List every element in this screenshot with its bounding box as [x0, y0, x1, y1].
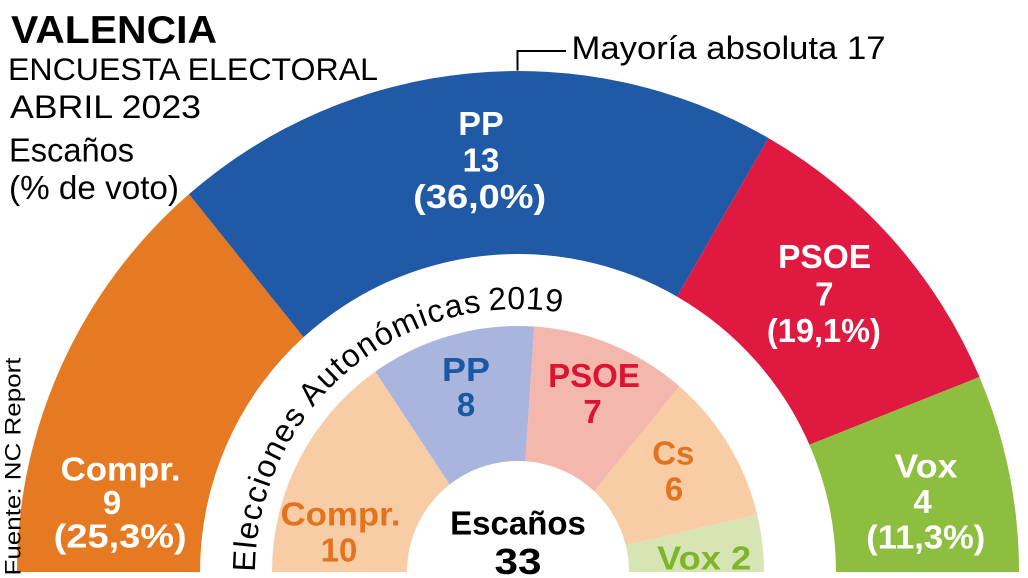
- svg-text:(36,0%): (36,0%): [413, 178, 546, 215]
- svg-text:Compr.: Compr.: [281, 496, 401, 533]
- svg-text:Vox: Vox: [895, 448, 959, 485]
- svg-text:8: 8: [457, 386, 475, 423]
- svg-text:Escaños: Escaños: [450, 505, 586, 542]
- svg-text:ABRIL 2023: ABRIL 2023: [10, 89, 201, 125]
- svg-text:Cs: Cs: [652, 435, 694, 472]
- svg-text:PP: PP: [458, 105, 504, 142]
- svg-text:7: 7: [583, 393, 601, 430]
- svg-text:4: 4: [913, 483, 932, 520]
- svg-text:PP: PP: [442, 351, 490, 388]
- svg-text:Vox 2: Vox 2: [657, 540, 751, 577]
- svg-text:Escaños: Escaños: [9, 131, 134, 168]
- svg-text:9: 9: [103, 484, 121, 521]
- svg-text:(25,3%): (25,3%): [54, 518, 187, 555]
- svg-text:Fuente: NC Report: Fuente: NC Report: [1, 358, 26, 576]
- svg-text:33: 33: [495, 541, 542, 578]
- svg-text:VALENCIA: VALENCIA: [11, 9, 217, 52]
- svg-text:Compr.: Compr.: [61, 451, 181, 488]
- svg-text:7: 7: [815, 276, 833, 313]
- svg-text:6: 6: [665, 471, 683, 508]
- svg-text:PSOE: PSOE: [778, 238, 871, 275]
- svg-text:2019: 2019: [487, 280, 566, 320]
- svg-text:(11,3%): (11,3%): [866, 519, 985, 556]
- svg-text:13: 13: [463, 142, 500, 179]
- svg-text:(% de voto): (% de voto): [9, 169, 179, 206]
- svg-text:PSOE: PSOE: [548, 357, 640, 394]
- svg-text:(19,1%): (19,1%): [767, 312, 881, 349]
- svg-text:Mayoría absoluta 17: Mayoría absoluta 17: [572, 30, 886, 66]
- svg-text:10: 10: [321, 532, 358, 569]
- svg-text:ENCUESTA ELECTORAL: ENCUESTA ELECTORAL: [8, 51, 378, 87]
